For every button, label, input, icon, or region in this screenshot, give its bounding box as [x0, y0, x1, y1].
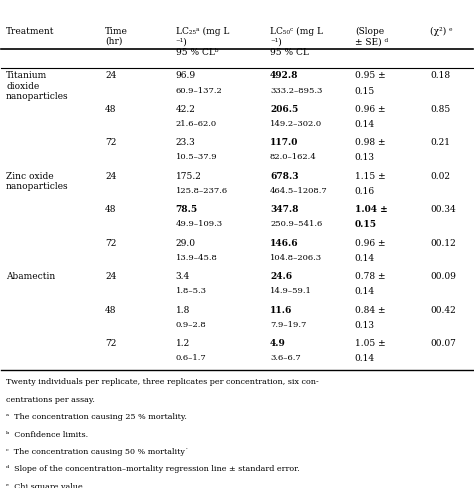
Text: 0.78 ±: 0.78 ±: [355, 272, 385, 281]
Text: 00.09: 00.09: [430, 272, 456, 281]
Text: 175.2: 175.2: [176, 172, 201, 181]
Text: 13.9–45.8: 13.9–45.8: [176, 254, 218, 262]
Text: ᵃ  The concentration causing 25 % mortality.: ᵃ The concentration causing 25 % mortali…: [6, 413, 187, 421]
Text: 60.9–137.2: 60.9–137.2: [176, 86, 222, 95]
Text: 333.2–895.3: 333.2–895.3: [270, 86, 322, 95]
Text: 0.96 ±: 0.96 ±: [355, 105, 385, 114]
Text: 24: 24: [105, 172, 117, 181]
Text: ᵈ  Slope of the concentration–mortality regression line ± standard error.: ᵈ Slope of the concentration–mortality r…: [6, 466, 300, 473]
Text: 48: 48: [105, 105, 117, 114]
Text: 4.9: 4.9: [270, 339, 286, 348]
Text: 24: 24: [105, 71, 117, 81]
Text: 0.13: 0.13: [355, 153, 375, 163]
Text: 0.02: 0.02: [430, 172, 450, 181]
Text: 10.5–37.9: 10.5–37.9: [176, 153, 218, 162]
Text: 492.8: 492.8: [270, 71, 299, 81]
Text: 00.34: 00.34: [430, 205, 456, 214]
Text: 00.42: 00.42: [430, 305, 456, 315]
Text: 72: 72: [105, 239, 117, 248]
Text: 0.15: 0.15: [355, 86, 375, 96]
Text: 1.05 ±: 1.05 ±: [355, 339, 385, 348]
Text: 96.9: 96.9: [176, 71, 196, 81]
Text: 0.96 ±: 0.96 ±: [355, 239, 385, 248]
Text: 00.12: 00.12: [430, 239, 456, 248]
Text: 347.8: 347.8: [270, 205, 299, 214]
Text: 23.3: 23.3: [176, 139, 195, 147]
Text: (Slope
± SE) ᵈ: (Slope ± SE) ᵈ: [355, 26, 388, 46]
Text: 1.2: 1.2: [176, 339, 190, 348]
Text: (χ²) ᵉ: (χ²) ᵉ: [430, 26, 453, 36]
Text: 49.9–109.3: 49.9–109.3: [176, 220, 223, 228]
Text: 29.0: 29.0: [176, 239, 196, 248]
Text: 464.5–1208.7: 464.5–1208.7: [270, 187, 328, 195]
Text: LC₅₀ᶜ (mg L
⁻¹)
95 % CL: LC₅₀ᶜ (mg L ⁻¹) 95 % CL: [270, 26, 323, 57]
Text: 104.8–206.3: 104.8–206.3: [270, 254, 322, 262]
Text: 0.98 ±: 0.98 ±: [355, 139, 385, 147]
Text: 0.13: 0.13: [355, 321, 375, 329]
Text: 1.15 ±: 1.15 ±: [355, 172, 385, 181]
Text: 125.8–237.6: 125.8–237.6: [176, 187, 228, 195]
Text: 0.9–2.8: 0.9–2.8: [176, 321, 207, 328]
Text: Treatment: Treatment: [6, 26, 55, 36]
Text: 1.8: 1.8: [176, 305, 190, 315]
Text: 0.14: 0.14: [355, 287, 375, 296]
Text: 206.5: 206.5: [270, 105, 298, 114]
Text: 3.4: 3.4: [176, 272, 190, 281]
Text: 0.16: 0.16: [355, 187, 375, 196]
Text: 0.21: 0.21: [430, 139, 450, 147]
Text: centrations per assay.: centrations per assay.: [6, 396, 95, 404]
Text: 42.2: 42.2: [176, 105, 196, 114]
Text: 678.3: 678.3: [270, 172, 299, 181]
Text: 0.14: 0.14: [355, 354, 375, 363]
Text: 1.8–5.3: 1.8–5.3: [176, 287, 207, 295]
Text: 48: 48: [105, 305, 117, 315]
Text: LC₂₅ᵃ (mg L
⁻¹)
95 % CLᵇ: LC₂₅ᵃ (mg L ⁻¹) 95 % CLᵇ: [176, 26, 229, 57]
Text: Twenty individuals per replicate, three replicates per concentration, six con-: Twenty individuals per replicate, three …: [6, 378, 319, 386]
Text: 0.14: 0.14: [355, 254, 375, 263]
Text: 00.07: 00.07: [430, 339, 456, 348]
Text: ᵉ  Chi square value.: ᵉ Chi square value.: [6, 483, 85, 488]
Text: 24: 24: [105, 272, 117, 281]
Text: 146.6: 146.6: [270, 239, 299, 248]
Text: Abamectin: Abamectin: [6, 272, 55, 281]
Text: 21.6–62.0: 21.6–62.0: [176, 120, 217, 128]
Text: 24.6: 24.6: [270, 272, 292, 281]
Text: Time
(hr): Time (hr): [105, 26, 128, 46]
Text: ᶜ  The concentration causing 50 % mortality˙: ᶜ The concentration causing 50 % mortali…: [6, 448, 189, 456]
Text: 0.95 ±: 0.95 ±: [355, 71, 385, 81]
Text: 149.2–302.0: 149.2–302.0: [270, 120, 322, 128]
Text: 48: 48: [105, 205, 117, 214]
Text: 7.9–19.7: 7.9–19.7: [270, 321, 306, 328]
Text: Zinc oxide
nanoparticles: Zinc oxide nanoparticles: [6, 172, 69, 191]
Text: 72: 72: [105, 139, 117, 147]
Text: 0.14: 0.14: [355, 120, 375, 129]
Text: 0.84 ±: 0.84 ±: [355, 305, 385, 315]
Text: 82.0–162.4: 82.0–162.4: [270, 153, 317, 162]
Text: 0.18: 0.18: [430, 71, 450, 81]
Text: 78.5: 78.5: [176, 205, 198, 214]
Text: 0.85: 0.85: [430, 105, 450, 114]
Text: 14.9–59.1: 14.9–59.1: [270, 287, 312, 295]
Text: ᵇ  Confidence limits.: ᵇ Confidence limits.: [6, 430, 88, 439]
Text: 72: 72: [105, 339, 117, 348]
Text: 117.0: 117.0: [270, 139, 298, 147]
Text: 0.15: 0.15: [355, 220, 377, 229]
Text: 0.6–1.7: 0.6–1.7: [176, 354, 207, 362]
Text: 11.6: 11.6: [270, 305, 292, 315]
Text: Titanium
dioxide
nanoparticles: Titanium dioxide nanoparticles: [6, 71, 69, 102]
Text: 3.6–6.7: 3.6–6.7: [270, 354, 301, 362]
Text: 1.04 ±: 1.04 ±: [355, 205, 388, 214]
Text: 250.9–541.6: 250.9–541.6: [270, 220, 322, 228]
